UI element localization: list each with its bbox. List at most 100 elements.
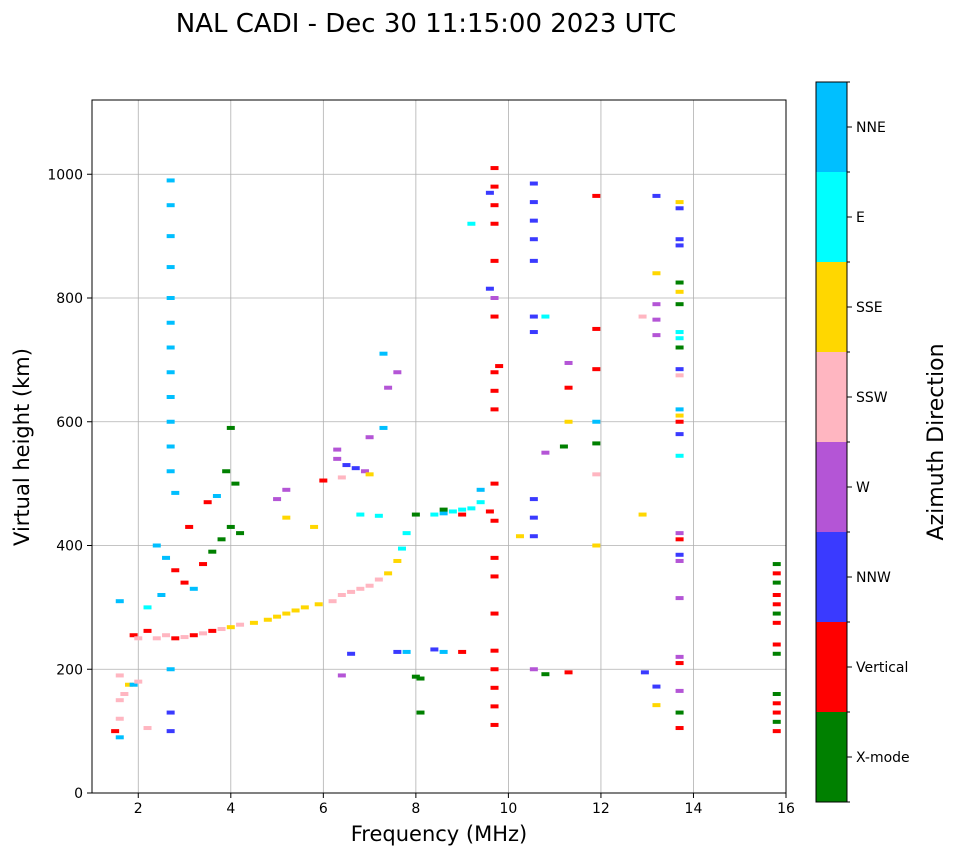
data-point	[379, 425, 388, 430]
data-point	[490, 685, 499, 690]
data-point	[300, 605, 309, 610]
data-point	[351, 466, 360, 471]
data-point	[485, 509, 494, 514]
data-point	[439, 649, 448, 654]
data-point	[652, 302, 661, 307]
data-point	[143, 726, 152, 731]
data-point	[675, 407, 684, 412]
data-point	[185, 524, 194, 529]
colorbar-segment	[816, 622, 847, 712]
data-point	[675, 688, 684, 693]
data-point	[379, 351, 388, 356]
data-point	[402, 531, 411, 536]
data-point	[384, 571, 393, 576]
data-point	[166, 469, 175, 474]
colorbar-label: Azimuth Direction	[924, 343, 949, 540]
y-tick-label: 0	[74, 786, 83, 802]
data-point	[365, 435, 374, 440]
data-point	[490, 258, 499, 263]
data-point	[638, 512, 647, 517]
data-point	[166, 320, 175, 325]
data-point	[675, 345, 684, 350]
data-point	[490, 555, 499, 560]
data-point	[564, 419, 573, 424]
x-tick-label: 16	[777, 801, 795, 817]
data-point	[439, 507, 448, 512]
data-point	[476, 500, 485, 505]
data-point	[772, 729, 781, 734]
data-point	[356, 586, 365, 591]
data-point	[652, 193, 661, 198]
colorbar-tick-label: Vertical	[856, 660, 908, 676]
data-point	[166, 395, 175, 399]
data-point	[652, 271, 661, 276]
data-point	[273, 497, 282, 502]
data-point	[541, 672, 550, 677]
data-point	[772, 651, 781, 656]
plot-frame	[91, 99, 787, 794]
data-point	[675, 531, 684, 536]
data-point	[490, 722, 499, 727]
y-axis-label: Virtual height (km)	[10, 348, 34, 546]
data-point	[226, 524, 235, 529]
data-point	[115, 673, 124, 678]
data-point	[675, 367, 684, 372]
data-point	[529, 497, 538, 502]
data-point	[393, 370, 402, 375]
data-point	[212, 494, 221, 498]
data-point	[564, 670, 573, 675]
data-point	[592, 367, 601, 372]
colorbar: X-mode Vertical NNW W SSW SSE E NNE	[815, 81, 910, 803]
data-point	[430, 647, 439, 652]
data-point	[559, 444, 568, 449]
colorbar-tick-label: NNW	[856, 570, 891, 586]
data-point	[640, 670, 649, 675]
data-point	[328, 599, 337, 604]
data-point	[490, 648, 499, 653]
colorbar-segment	[816, 172, 847, 262]
data-point	[529, 200, 538, 205]
data-point	[495, 364, 504, 369]
data-point	[592, 326, 601, 331]
data-point	[166, 203, 175, 208]
data-point	[166, 345, 175, 350]
data-point	[772, 642, 781, 647]
colorbar-frame	[815, 81, 848, 803]
data-point	[217, 627, 226, 632]
data-point	[675, 661, 684, 666]
data-point	[467, 221, 476, 226]
data-point	[772, 701, 781, 706]
data-point	[772, 710, 781, 715]
data-point	[675, 206, 684, 211]
data-point	[772, 692, 781, 696]
data-point	[310, 524, 319, 529]
data-point	[675, 596, 684, 601]
data-point	[529, 258, 538, 263]
data-point	[282, 611, 291, 616]
data-point	[675, 330, 684, 335]
data-point	[564, 385, 573, 390]
chart-title: NAL CADI - Dec 30 11:15:00 2023 UTC	[176, 9, 676, 39]
x-tick-label: 6	[319, 801, 328, 817]
data-point	[143, 605, 152, 610]
colorbar-tick-label: SSW	[856, 390, 888, 406]
data-point	[541, 314, 550, 319]
data-point	[675, 419, 684, 424]
data-point	[360, 469, 369, 474]
data-point	[592, 193, 601, 198]
y-tick-label: 200	[56, 662, 83, 678]
data-point	[365, 472, 374, 477]
data-point	[134, 679, 143, 684]
colorbar-segment	[816, 712, 847, 802]
data-point	[402, 649, 411, 654]
data-point	[772, 602, 781, 607]
data-point	[485, 190, 494, 195]
data-point	[347, 589, 356, 594]
data-point	[384, 385, 393, 390]
colorbar-segment	[816, 532, 847, 622]
data-point	[529, 534, 538, 539]
data-point	[217, 537, 226, 542]
data-point	[143, 628, 152, 633]
colorbar-tick-label: SSE	[856, 300, 883, 316]
